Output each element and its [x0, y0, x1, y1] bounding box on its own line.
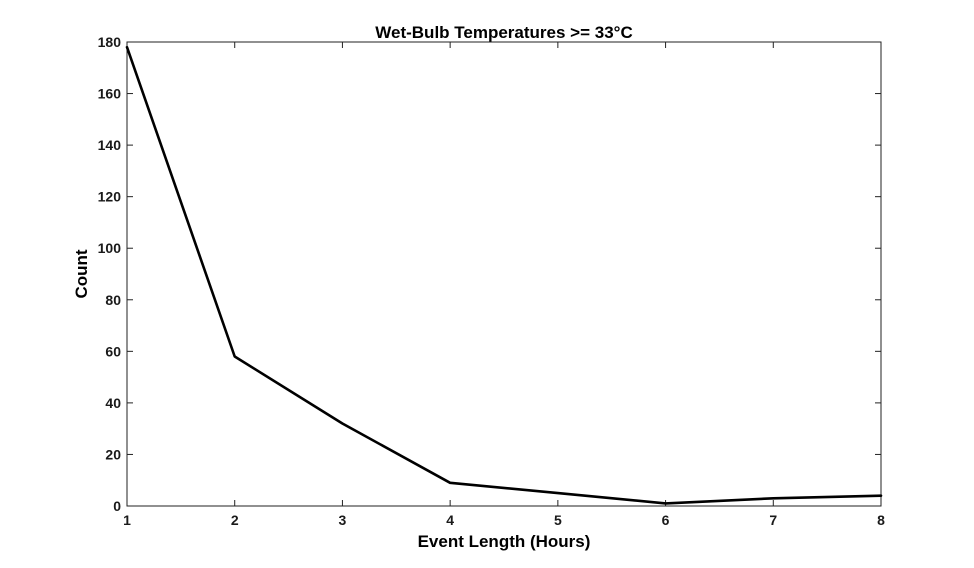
x-axis-label: Event Length (Hours) [418, 532, 591, 551]
x-tick-label-2: 3 [339, 512, 347, 528]
y-tick-label-3: 60 [105, 343, 121, 359]
series-line-0 [125, 45, 883, 505]
plot-frame [126, 41, 882, 507]
chart-title: Wet-Bulb Temperatures >= 33°C [375, 23, 632, 42]
x-tick-label-0: 1 [123, 512, 131, 528]
y-tick-label-8: 160 [98, 86, 122, 102]
y-tick-label-2: 40 [105, 395, 121, 411]
y-tick-label-9: 180 [98, 34, 122, 50]
series-group [125, 45, 883, 505]
y-tick-label-7: 140 [98, 137, 122, 153]
x-tick-label-4: 5 [554, 512, 562, 528]
y-axis-label: Count [72, 249, 91, 298]
y-tick-label-5: 100 [98, 240, 122, 256]
y-tick-label-6: 120 [98, 189, 122, 205]
x-tick-label-5: 6 [662, 512, 670, 528]
x-tick-label-3: 4 [446, 512, 454, 528]
x-tick-label-6: 7 [769, 512, 777, 528]
x-tick-label-7: 8 [877, 512, 885, 528]
y-tick-label-0: 0 [113, 498, 121, 514]
x-tick-label-1: 2 [231, 512, 239, 528]
axis-ticks [126, 41, 882, 507]
y-tick-label-4: 80 [105, 292, 121, 308]
y-tick-label-1: 20 [105, 446, 121, 462]
